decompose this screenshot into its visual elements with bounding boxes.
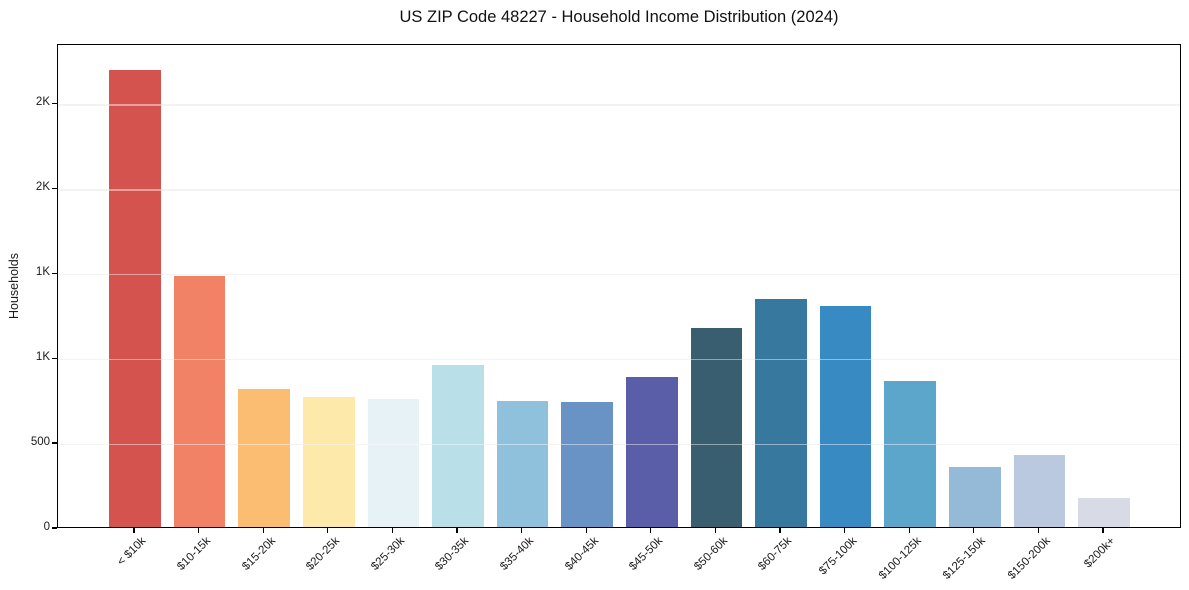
bar-$10-15k — [173, 275, 226, 527]
x-tick-mark — [779, 528, 781, 533]
gridline-overlay — [58, 444, 1180, 446]
x-tick-label: $35-40k — [498, 535, 537, 573]
x-tick-label: $75-100k — [816, 535, 860, 578]
bar-$125-150k — [949, 467, 1001, 527]
x-tick-mark — [585, 528, 587, 533]
bar-$75-100k — [819, 305, 872, 527]
bar-$40-45k — [561, 401, 613, 527]
x-tick-label: $20-25k — [304, 535, 343, 573]
x-tick-mark — [520, 528, 523, 533]
bar-$100-125k — [884, 381, 936, 527]
x-tick-mark — [327, 528, 329, 533]
y-tick-mark — [52, 102, 57, 105]
y-axis-label: Households — [7, 252, 21, 320]
y-tick-label: 2K — [35, 96, 50, 109]
bar-$60-75k — [755, 298, 807, 527]
bar-$15-20k — [238, 388, 290, 527]
x-tick-label: $15-20k — [239, 535, 278, 573]
x-tick-mark — [908, 528, 910, 533]
plot-area — [57, 44, 1181, 528]
x-tick-mark — [714, 528, 717, 533]
x-tick-label: $10-15k — [175, 535, 214, 573]
y-tick-mark — [52, 272, 57, 274]
bar-$35-40k — [496, 400, 549, 527]
x-tick-mark — [197, 528, 200, 533]
gridline — [58, 104, 1180, 106]
x-tick-mark — [456, 528, 458, 533]
x-tick-mark — [1037, 528, 1040, 533]
chart-title: US ZIP Code 48227 - Household Income Dis… — [399, 8, 839, 26]
bar-$25-30k — [367, 399, 420, 527]
bar-$45-50k — [626, 377, 678, 527]
bar-$150-200k — [1013, 455, 1066, 527]
y-tick-label: 0 — [43, 521, 50, 533]
x-tick-label: $30-35k — [433, 535, 472, 573]
x-tick-label: < $10k — [115, 535, 149, 569]
bar-$200k+ — [1078, 498, 1130, 527]
gridline — [58, 444, 1180, 446]
x-tick-label: $40-45k — [562, 535, 601, 573]
gridline-overlay — [58, 274, 1180, 276]
y-tick-label: 1K — [35, 351, 50, 364]
bar-$50-60k — [690, 327, 743, 527]
x-tick-label: $45-50k — [627, 535, 666, 573]
x-tick-mark — [1102, 528, 1104, 533]
x-tick-label: $60-75k — [756, 535, 795, 573]
y-tick-mark — [52, 187, 57, 189]
x-tick-mark — [973, 528, 975, 533]
x-tick-label: $50-60k — [692, 535, 730, 573]
y-tick-mark — [52, 442, 57, 444]
gridline — [58, 359, 1180, 361]
x-tick-mark — [133, 528, 135, 533]
x-tick-mark — [391, 528, 394, 533]
y-tick-mark — [52, 357, 57, 359]
bar-$30-35k — [432, 365, 484, 527]
gridline-overlay — [58, 189, 1180, 191]
y-tick-mark — [52, 527, 57, 529]
x-tick-label: $200k+ — [1082, 535, 1118, 571]
gridline-overlay — [58, 104, 1180, 106]
gridline — [58, 189, 1180, 191]
x-tick-mark — [262, 528, 264, 533]
gridline-overlay — [58, 359, 1180, 361]
bar-< $10k — [109, 70, 161, 527]
x-tick-label: $125-150k — [941, 535, 989, 582]
x-tick-mark — [650, 528, 652, 533]
y-tick-label: 1K — [35, 266, 50, 279]
x-tick-label: $100-125k — [876, 535, 924, 582]
y-tick-label: 500 — [30, 436, 50, 449]
y-tick-label: 2K — [35, 181, 50, 194]
x-tick-label: $25-30k — [369, 535, 407, 573]
x-tick-label: $150-200k — [1005, 535, 1053, 582]
bar-$20-25k — [303, 396, 355, 527]
gridline — [58, 274, 1180, 276]
x-tick-mark — [843, 528, 846, 533]
